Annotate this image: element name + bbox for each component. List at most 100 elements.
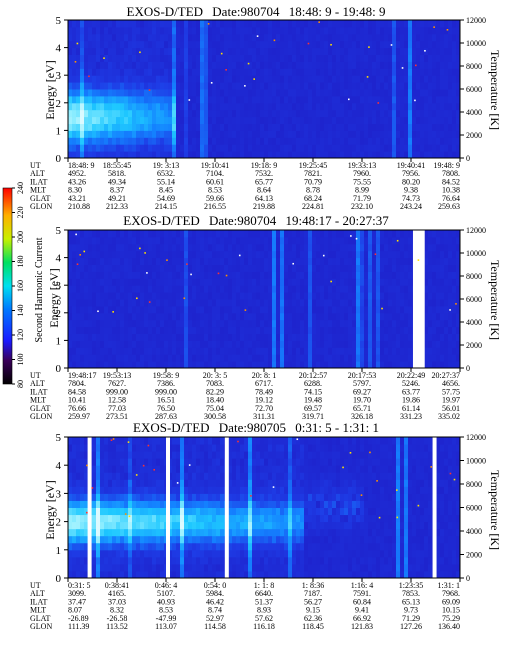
spectrogram-cell bbox=[176, 27, 180, 34]
spectrogram-cell bbox=[436, 41, 440, 48]
spectrogram-cell bbox=[364, 292, 368, 299]
spectrogram-cell bbox=[400, 334, 404, 341]
spectrogram-cell bbox=[328, 327, 332, 334]
spectrogram-cell bbox=[120, 244, 124, 251]
spectrogram-cell bbox=[192, 347, 196, 354]
spectrogram-cell bbox=[220, 151, 224, 158]
spectrogram-cell bbox=[264, 334, 268, 341]
spectrogram-cell bbox=[156, 251, 160, 258]
spectrogram-cell bbox=[368, 55, 372, 62]
spectrogram-cell bbox=[180, 529, 184, 537]
spectrogram-cell bbox=[196, 564, 200, 572]
spectrogram-cell bbox=[92, 265, 96, 272]
spectrogram-cell bbox=[196, 258, 200, 265]
spectrogram-cell bbox=[116, 117, 120, 124]
spectrogram-cell bbox=[164, 292, 168, 299]
spectrogram-cell bbox=[180, 151, 184, 158]
spectrogram-cell bbox=[136, 437, 140, 445]
spectrogram-cell bbox=[340, 27, 344, 34]
spectrogram-cell bbox=[128, 320, 132, 327]
spectrogram-cell bbox=[384, 265, 388, 272]
spectrogram-cell bbox=[200, 258, 204, 265]
spectrogram-cell bbox=[180, 89, 184, 96]
spectrogram-cell bbox=[92, 237, 96, 244]
colorbar-tick-label: 240 bbox=[16, 182, 25, 194]
spectrogram-cell bbox=[104, 479, 108, 487]
spectrogram-cell bbox=[76, 479, 80, 487]
spectrogram-cell bbox=[424, 117, 428, 124]
spectrogram-cell bbox=[200, 144, 204, 151]
spectrogram-cell bbox=[252, 299, 256, 306]
spectrogram-cell bbox=[140, 110, 144, 117]
spectrogram-cell bbox=[368, 306, 372, 313]
spectrogram-cell bbox=[260, 130, 264, 137]
spectrogram-cell bbox=[260, 110, 264, 117]
spectrogram-cell bbox=[168, 334, 172, 341]
spectrogram-cell bbox=[192, 285, 196, 292]
spectrogram-cell bbox=[384, 327, 388, 334]
spectrogram-cell bbox=[80, 522, 84, 530]
spectrogram-speck bbox=[136, 297, 138, 299]
spectrogram-cell bbox=[252, 361, 256, 368]
spectrogram-cell bbox=[388, 361, 392, 368]
spectrogram-cell bbox=[92, 137, 96, 144]
spectrogram-cell bbox=[140, 320, 144, 327]
spectrogram-cell bbox=[392, 265, 396, 272]
spectrogram-cell bbox=[192, 103, 196, 110]
spectrogram-cell bbox=[364, 55, 368, 62]
spectrogram-cell bbox=[180, 493, 184, 501]
spectrogram-cell bbox=[120, 271, 124, 278]
spectrogram-cell bbox=[348, 151, 352, 158]
spectrogram-cell bbox=[160, 151, 164, 158]
spectrogram-cell bbox=[284, 334, 288, 341]
spectrogram-cell bbox=[376, 55, 380, 62]
spectrogram-cell bbox=[356, 327, 360, 334]
spectrogram-cell bbox=[440, 151, 444, 158]
spectrogram-cell bbox=[452, 61, 456, 68]
spectrogram-cell bbox=[72, 285, 76, 292]
spectrogram-cell bbox=[268, 61, 272, 68]
spectrogram-cell bbox=[360, 327, 364, 334]
spectrogram-cell bbox=[116, 20, 120, 27]
spectrogram-cell bbox=[112, 571, 116, 579]
spectrogram-cell bbox=[292, 361, 296, 368]
spectrogram-cell bbox=[340, 251, 344, 258]
spectrogram-cell bbox=[236, 151, 240, 158]
spectrogram-cell bbox=[452, 258, 456, 265]
spectrogram-cell bbox=[116, 244, 120, 251]
spectrogram-cell bbox=[160, 451, 164, 459]
spectrogram-cell bbox=[156, 306, 160, 313]
spectrogram-cell bbox=[208, 361, 212, 368]
spectrogram-speck bbox=[149, 301, 151, 303]
spectrogram-cell bbox=[272, 327, 276, 334]
spectrogram-cell bbox=[324, 251, 328, 258]
spectrogram-cell bbox=[84, 27, 88, 34]
spectrogram-cell bbox=[328, 124, 332, 131]
spectrogram-cell bbox=[144, 522, 148, 530]
spectrogram-cell bbox=[380, 347, 384, 354]
spectrogram-cell bbox=[260, 82, 264, 89]
spectrogram-cell bbox=[180, 327, 184, 334]
spectrogram-cell bbox=[72, 536, 76, 544]
spectrogram-cell bbox=[328, 361, 332, 368]
spectrogram-cell bbox=[260, 334, 264, 341]
spectrogram-cell bbox=[296, 144, 300, 151]
spectrogram-cell bbox=[140, 251, 144, 258]
spectrogram-cell bbox=[244, 354, 248, 361]
spectrogram-cell bbox=[156, 271, 160, 278]
spectrogram-cell bbox=[400, 258, 404, 265]
spectrogram-cell bbox=[260, 41, 264, 48]
spectrogram-cell bbox=[348, 82, 352, 89]
spectrogram-cell bbox=[244, 320, 248, 327]
spectrogram-cell bbox=[128, 27, 132, 34]
spectrogram-cell bbox=[76, 20, 80, 27]
spectrogram-cell bbox=[124, 564, 128, 572]
spectrogram-cell bbox=[196, 444, 200, 452]
spectrogram-cell bbox=[72, 515, 76, 523]
spectrogram-cell bbox=[444, 244, 448, 251]
spectrogram-cell bbox=[336, 306, 340, 313]
spectrogram-cell bbox=[144, 55, 148, 62]
spectrogram-cell bbox=[444, 68, 448, 75]
spectrogram-cell bbox=[384, 278, 388, 285]
spectrogram-cell bbox=[88, 55, 92, 62]
